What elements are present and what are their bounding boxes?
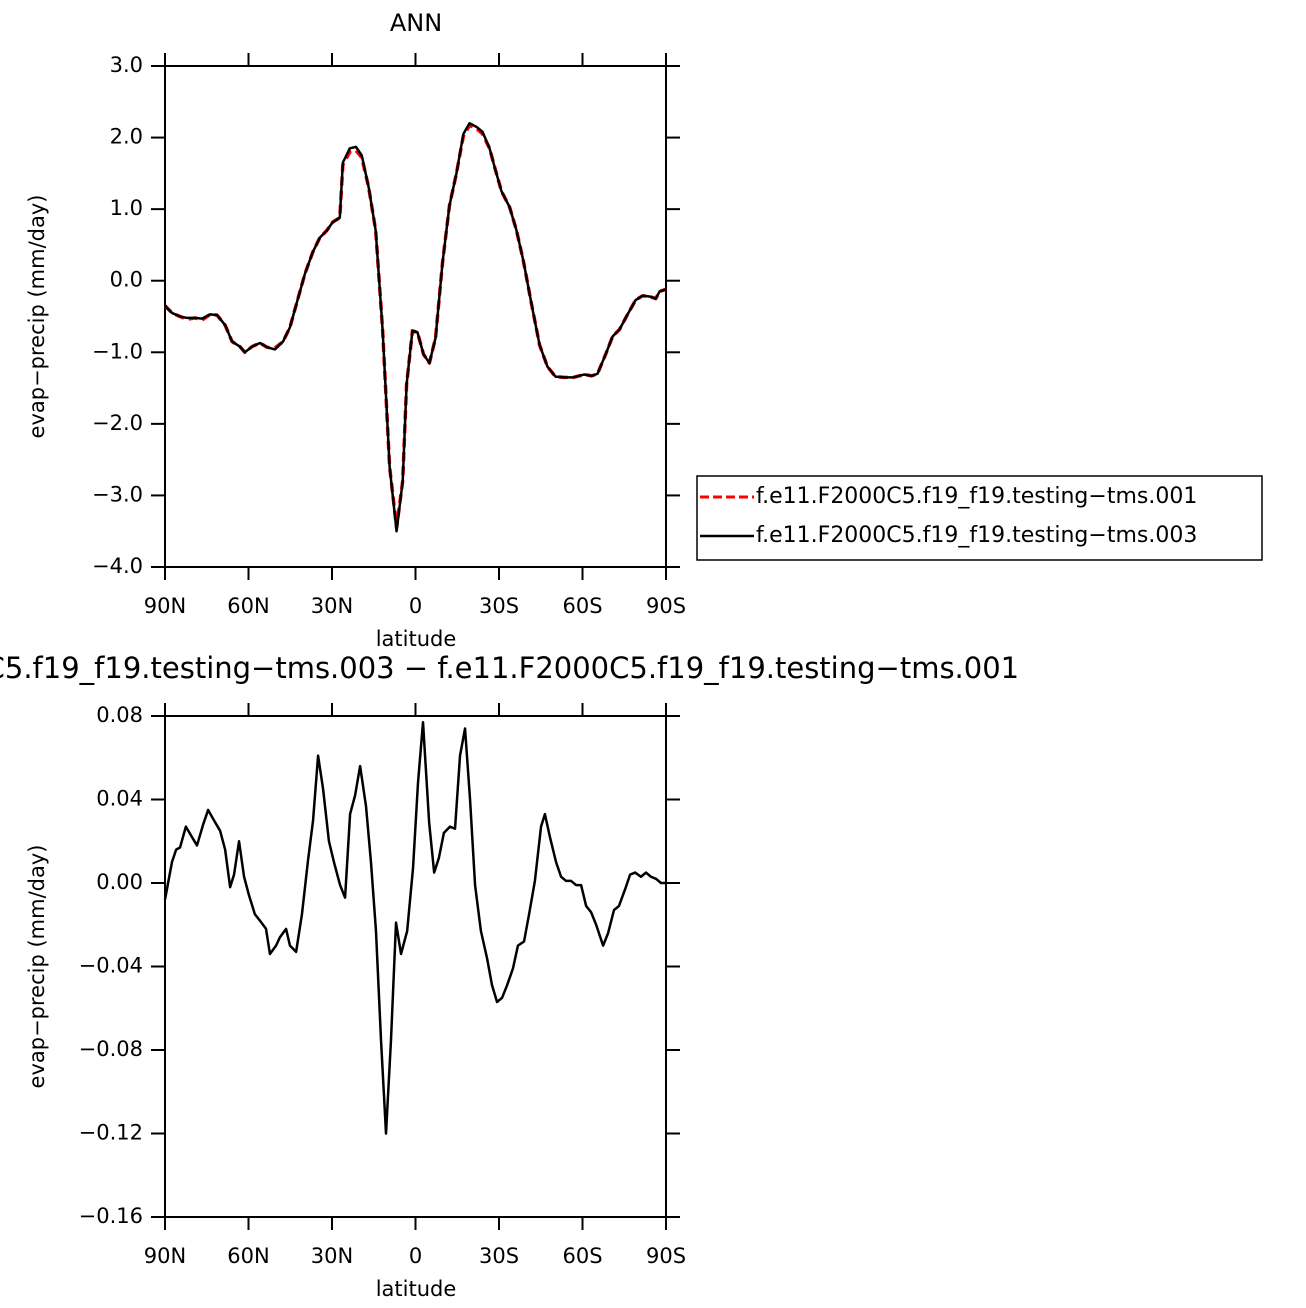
y-axis-label: evap−precip (mm/day) bbox=[25, 845, 49, 1089]
chart-title: ANN bbox=[390, 9, 442, 37]
x-tick-label: 60S bbox=[562, 594, 602, 618]
y-tick-label: −0.12 bbox=[79, 1121, 143, 1145]
chart-title: f.e11.F2000C5.f19_f19.testing−tms.003 − … bbox=[0, 651, 1019, 685]
y-tick-label: −0.04 bbox=[79, 954, 143, 978]
plot-frame bbox=[164, 65, 667, 568]
legend-box bbox=[696, 475, 1263, 561]
y-tick-label: −2.0 bbox=[92, 411, 143, 435]
x-axis-label: latitude bbox=[376, 627, 457, 651]
x-tick-label: 30N bbox=[311, 1244, 353, 1268]
y-tick-label: 0.04 bbox=[96, 787, 143, 811]
y-tick-label: 2.0 bbox=[110, 125, 143, 149]
y-tick-label: 0.00 bbox=[96, 870, 143, 894]
x-tick-label: 90N bbox=[144, 1244, 186, 1268]
data-line bbox=[163, 721, 666, 1135]
y-tick-label: −0.16 bbox=[79, 1204, 143, 1228]
y-tick-label: −1.0 bbox=[92, 339, 143, 363]
x-tick-label: 90S bbox=[646, 1244, 686, 1268]
legend-label: f.e11.F2000C5.f19_f19.testing−tms.003 bbox=[756, 523, 1197, 548]
y-tick-label: 3.0 bbox=[110, 53, 143, 77]
x-tick-label: 0 bbox=[409, 594, 422, 618]
y-tick-label: −3.0 bbox=[92, 482, 143, 506]
y-tick-label: −0.08 bbox=[79, 1037, 143, 1061]
y-tick-label: 0.08 bbox=[96, 703, 143, 727]
x-tick-label: 60S bbox=[562, 1244, 602, 1268]
x-tick-label: 90S bbox=[646, 594, 686, 618]
y-axis-label: evap−precip (mm/day) bbox=[25, 195, 49, 439]
x-tick-label: 30N bbox=[311, 594, 353, 618]
data-line bbox=[163, 123, 667, 530]
x-tick-label: 60N bbox=[227, 594, 269, 618]
x-tick-label: 60N bbox=[227, 1244, 269, 1268]
x-tick-label: 30S bbox=[479, 1244, 519, 1268]
y-tick-label: −4.0 bbox=[92, 554, 143, 578]
data-line bbox=[164, 122, 667, 533]
y-tick-label: 1.0 bbox=[110, 196, 143, 220]
x-axis-label: latitude bbox=[376, 1277, 457, 1301]
y-tick-label: 0.0 bbox=[110, 268, 143, 292]
x-tick-label: 90N bbox=[144, 594, 186, 618]
x-tick-label: 30S bbox=[479, 594, 519, 618]
x-tick-label: 0 bbox=[409, 1244, 422, 1268]
legend-label: f.e11.F2000C5.f19_f19.testing−tms.001 bbox=[756, 484, 1197, 509]
plot-frame bbox=[164, 715, 667, 1218]
